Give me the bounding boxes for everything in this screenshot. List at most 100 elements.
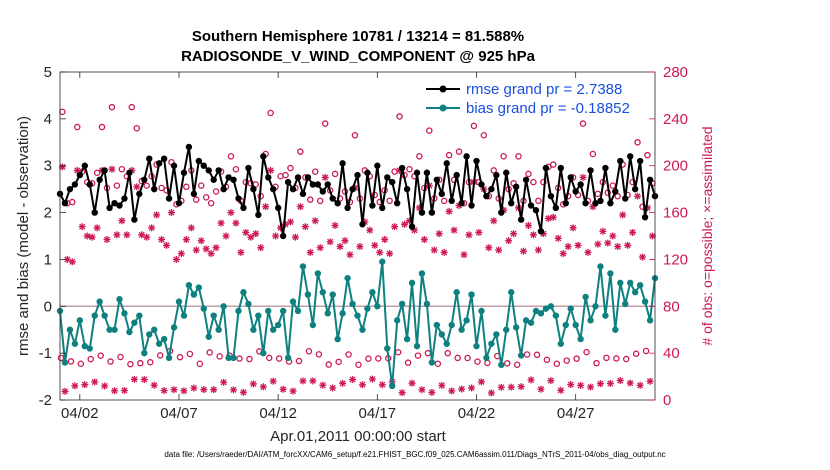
bias-point bbox=[270, 326, 277, 333]
bias-point bbox=[413, 342, 421, 350]
obs-possible-point bbox=[67, 358, 75, 365]
rmse-point bbox=[527, 202, 535, 209]
obs-possible-point bbox=[315, 351, 323, 358]
obs-assimilated-point bbox=[477, 378, 485, 386]
obs-possible-point bbox=[513, 361, 521, 368]
obs-assimilated-point bbox=[331, 221, 339, 229]
bias-point bbox=[220, 303, 227, 310]
bias-point bbox=[517, 352, 525, 359]
obs-assimilated-point bbox=[88, 233, 96, 241]
obs-assimilated-point bbox=[579, 173, 587, 181]
x-tick-label: 04/02 bbox=[61, 405, 99, 422]
rmse-point bbox=[210, 176, 217, 183]
obs-possible-point bbox=[97, 352, 104, 359]
bias-point bbox=[379, 258, 386, 265]
bias-point bbox=[121, 310, 128, 317]
bias-point bbox=[91, 312, 98, 319]
rmse-point bbox=[577, 181, 584, 188]
obs-assimilated-point bbox=[445, 207, 453, 215]
obs-possible-point bbox=[550, 161, 557, 168]
rmse-point bbox=[175, 200, 183, 207]
obs-possible-point bbox=[197, 182, 205, 189]
bias-point bbox=[260, 349, 267, 357]
rmse-point bbox=[508, 200, 515, 207]
bias-point bbox=[210, 312, 217, 319]
rmse-point bbox=[398, 164, 406, 172]
obs-assimilated-point bbox=[616, 377, 624, 385]
bias-point bbox=[304, 291, 312, 298]
obs-assimilated-point bbox=[220, 378, 228, 386]
rmse-point bbox=[448, 197, 455, 205]
y-tick-label: 3 bbox=[44, 158, 52, 175]
bias-point bbox=[597, 263, 604, 270]
obs-possible-point bbox=[246, 355, 253, 363]
obs-assimilated-point bbox=[378, 381, 386, 389]
bias-point bbox=[592, 303, 599, 310]
obs-assimilated-point bbox=[167, 209, 175, 217]
obs-assimilated-point bbox=[544, 214, 552, 222]
obs-possible-point bbox=[490, 167, 498, 174]
obs-assimilated-point bbox=[187, 224, 195, 232]
bias-point bbox=[557, 340, 564, 347]
obs-possible-point bbox=[77, 360, 85, 368]
bias-point bbox=[512, 324, 520, 331]
obs-assimilated-point bbox=[311, 217, 319, 225]
rmse-point bbox=[314, 181, 322, 188]
bias-point bbox=[279, 307, 287, 315]
rmse-point bbox=[389, 178, 396, 186]
rmse-point bbox=[76, 171, 84, 179]
obs-possible-point bbox=[202, 194, 210, 201]
obs-assimilated-point bbox=[438, 381, 446, 389]
bias-point bbox=[61, 359, 69, 366]
rmse-point bbox=[522, 176, 530, 183]
obs-possible-point bbox=[632, 350, 640, 358]
rmse-point bbox=[403, 185, 411, 193]
rmse-point bbox=[304, 174, 312, 181]
obs-possible-point bbox=[207, 199, 215, 207]
bias-point bbox=[245, 300, 252, 308]
y-tick-label: 1 bbox=[44, 251, 52, 268]
legend: rmse grand pr = 2.7388 bias grand pr = -… bbox=[426, 81, 630, 117]
obs-possible-point bbox=[307, 196, 314, 203]
bias-point bbox=[423, 300, 431, 308]
bias-point bbox=[170, 324, 178, 331]
rmse-point bbox=[151, 185, 158, 193]
obs-possible-point bbox=[594, 190, 602, 198]
obs-assimilated-point bbox=[279, 385, 287, 393]
rmse-point bbox=[245, 164, 252, 172]
obs-assimilated-point bbox=[349, 376, 357, 384]
bias-point bbox=[602, 312, 609, 319]
bias-point bbox=[393, 317, 401, 324]
rmse-point bbox=[433, 176, 441, 183]
obs-possible-point bbox=[603, 354, 610, 362]
rmse-point bbox=[155, 160, 163, 167]
obs-possible-point bbox=[163, 187, 170, 194]
obs-assimilated-point bbox=[614, 243, 622, 251]
rmse-point bbox=[517, 216, 525, 223]
obs-possible-point bbox=[406, 165, 413, 173]
obs-assimilated-point bbox=[547, 377, 555, 385]
rmse-point bbox=[557, 164, 564, 172]
obs-assimilated-point bbox=[158, 236, 166, 244]
y-right-tick-label: 0 bbox=[663, 392, 671, 409]
obs-assimilated-point bbox=[190, 384, 198, 392]
obs-possible-point bbox=[440, 197, 448, 205]
obs-possible-point bbox=[176, 353, 184, 361]
obs-possible-point bbox=[553, 360, 561, 367]
obs-assimilated-point bbox=[646, 377, 654, 385]
bias-point bbox=[433, 321, 441, 329]
obs-assimilated-point bbox=[202, 245, 210, 253]
obs-possible-point bbox=[118, 165, 126, 173]
obs-possible-point bbox=[196, 360, 204, 367]
obs-possible-point bbox=[396, 113, 403, 120]
rmse-point bbox=[339, 160, 346, 167]
obs-possible-point bbox=[183, 183, 190, 191]
rmse-point bbox=[61, 200, 69, 207]
bias-point bbox=[155, 340, 163, 347]
rmse-point bbox=[493, 171, 500, 179]
rmse-point bbox=[488, 185, 495, 193]
obs-assimilated-point bbox=[604, 239, 612, 247]
rmse-point bbox=[121, 195, 128, 202]
rmse-point bbox=[309, 181, 317, 188]
y-right-tick-label: 280 bbox=[663, 64, 688, 81]
